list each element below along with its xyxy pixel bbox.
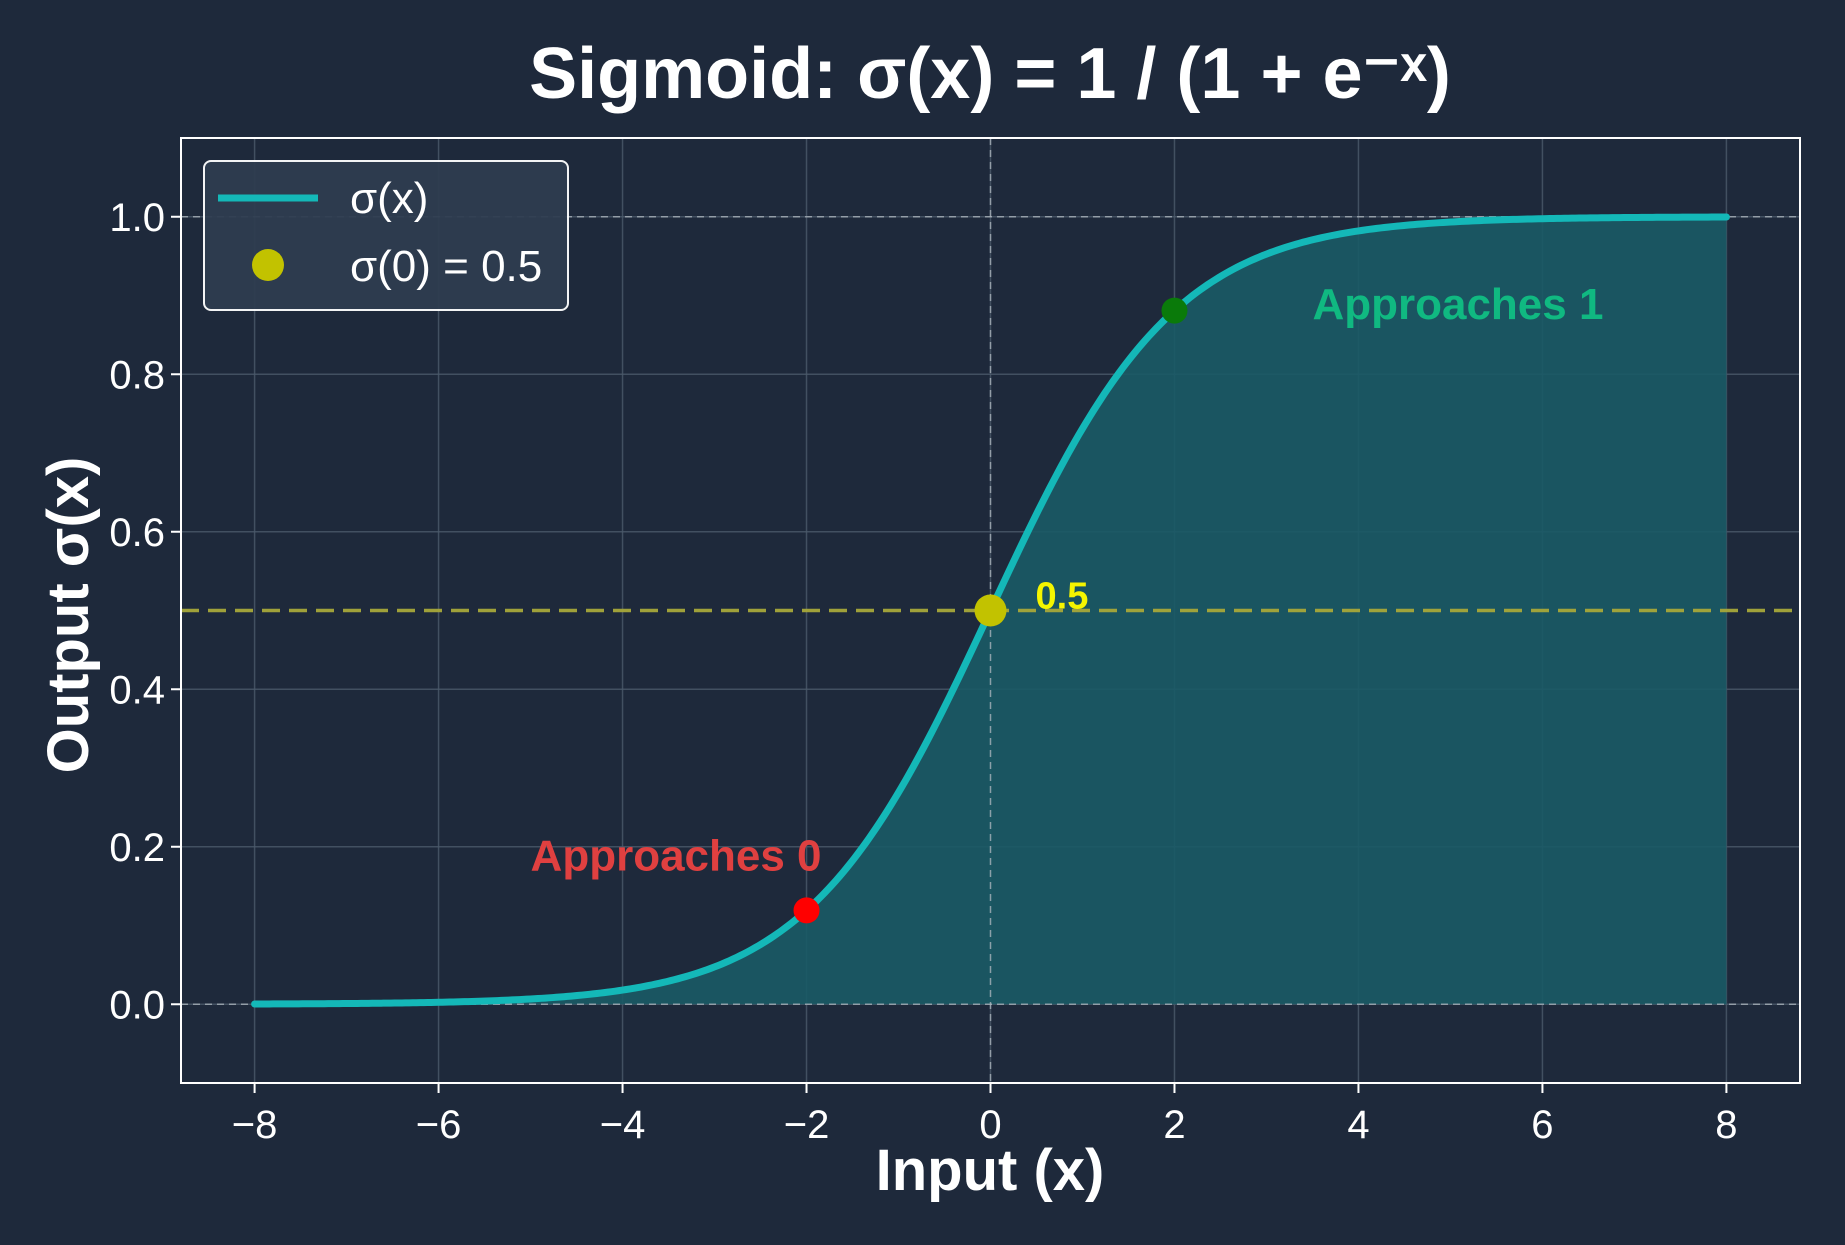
x-tick-label-5: 2 [1163, 1103, 1185, 1147]
x-tick-label-7: 6 [1531, 1103, 1553, 1147]
x-tick-label-6: 4 [1347, 1103, 1369, 1147]
marker-point-0 [793, 897, 820, 924]
highlight-point [974, 594, 1007, 627]
y-tick-label-1: 0.2 [109, 826, 165, 870]
y-axis-label: Output σ(x) [36, 457, 101, 774]
chart-title: Sigmoid: σ(x) = 1 / (1 + e⁻ˣ) [529, 34, 1451, 114]
legend-point-swatch [252, 249, 284, 281]
x-tick-label-4: 0 [979, 1103, 1001, 1147]
y-tick-label-0: 0.0 [109, 983, 165, 1027]
marker-point-1 [1161, 297, 1188, 324]
x-tick-label-1: −6 [416, 1103, 462, 1147]
y-tick-label-5: 1.0 [109, 196, 165, 240]
highlight-point-label: 0.5 [1036, 576, 1089, 618]
x-tick-label-2: −4 [600, 1103, 646, 1147]
y-tick-label-3: 0.6 [109, 511, 165, 555]
annotation-0: Approaches 0 [531, 831, 822, 880]
x-axis-label: Input (x) [876, 1138, 1105, 1203]
legend-label-curve: σ(x) [350, 174, 428, 223]
y-tick-label-2: 0.4 [109, 668, 165, 712]
annotation-1: Approaches 1 [1312, 280, 1603, 329]
y-tick-label-4: 0.8 [109, 353, 165, 397]
x-tick-label-0: −8 [232, 1103, 278, 1147]
plot-area: −8 −6 −4 −2 0 2 4 6 8 0.0 0.2 0.4 0.6 0.8 1.0 0.5 Approa… [109, 137, 1801, 1147]
legend: σ(x) σ(0) = 0.5 [203, 160, 569, 311]
x-tick-label-3: −2 [784, 1103, 830, 1147]
legend-label-point: σ(0) = 0.5 [350, 242, 542, 291]
x-tick-label-8: 8 [1715, 1103, 1737, 1147]
